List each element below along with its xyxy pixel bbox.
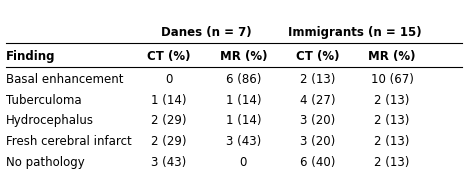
Text: 3 (43): 3 (43) [151, 156, 186, 169]
Text: 0: 0 [165, 73, 173, 86]
Text: 2 (13): 2 (13) [374, 114, 410, 127]
Text: 1 (14): 1 (14) [226, 94, 261, 107]
Text: 3 (20): 3 (20) [300, 135, 336, 148]
Text: 10 (67): 10 (67) [371, 73, 414, 86]
Text: 1 (14): 1 (14) [226, 114, 261, 127]
Text: 0: 0 [240, 156, 247, 169]
Text: Finding: Finding [6, 50, 56, 63]
Text: 3 (20): 3 (20) [300, 114, 336, 127]
Text: Tuberculoma: Tuberculoma [6, 94, 82, 107]
Text: CT (%): CT (%) [147, 50, 190, 63]
Text: MR (%): MR (%) [219, 50, 267, 63]
Text: 1 (14): 1 (14) [151, 94, 187, 107]
Text: 2 (13): 2 (13) [374, 135, 410, 148]
Text: Fresh cerebral infarct: Fresh cerebral infarct [6, 135, 132, 148]
Text: 3 (43): 3 (43) [226, 135, 261, 148]
Text: MR (%): MR (%) [368, 50, 416, 63]
Text: 2 (13): 2 (13) [374, 156, 410, 169]
Text: Basal enhancement: Basal enhancement [6, 73, 124, 86]
Text: CT (%): CT (%) [296, 50, 339, 63]
Text: 2 (29): 2 (29) [151, 135, 187, 148]
Text: Immigrants (n = 15): Immigrants (n = 15) [288, 26, 422, 39]
Text: 2 (13): 2 (13) [374, 94, 410, 107]
Text: No pathology: No pathology [6, 156, 85, 169]
Text: 2 (13): 2 (13) [300, 73, 336, 86]
Text: Danes (n = 7): Danes (n = 7) [161, 26, 251, 39]
Text: Hydrocephalus: Hydrocephalus [6, 114, 94, 127]
Text: 6 (86): 6 (86) [226, 73, 261, 86]
Text: 2 (29): 2 (29) [151, 114, 187, 127]
Text: 6 (40): 6 (40) [300, 156, 336, 169]
Text: 4 (27): 4 (27) [300, 94, 336, 107]
